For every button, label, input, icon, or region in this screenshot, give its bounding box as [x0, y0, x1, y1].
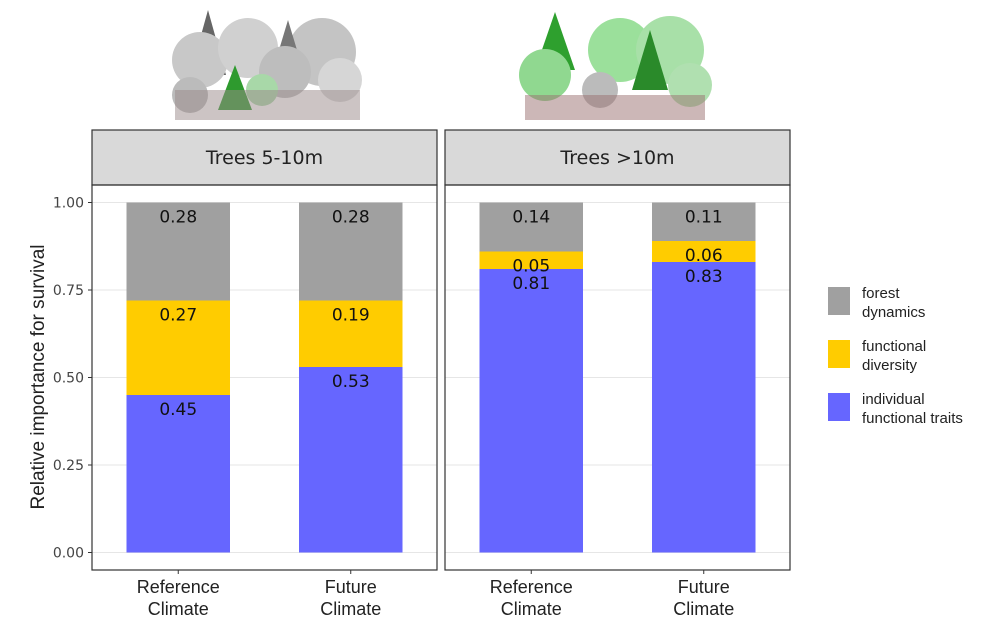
data-label: 0.28 [159, 208, 197, 228]
data-label: 0.27 [159, 306, 197, 326]
y-tick-label: 0.25 [53, 458, 84, 474]
data-label: 0.81 [512, 274, 550, 294]
panel-title: Trees >10m [559, 147, 674, 169]
bar-segment [126, 395, 230, 553]
data-label: 0.05 [512, 257, 550, 277]
bar-segment [299, 202, 403, 301]
data-label: 0.11 [685, 208, 723, 228]
y-tick-label: 0.50 [53, 371, 84, 387]
bar-segment [652, 262, 756, 553]
bar-segment [299, 367, 403, 553]
data-label: 0.28 [332, 208, 370, 228]
y-tick-label: 0.75 [53, 283, 84, 299]
data-label: 0.14 [512, 208, 550, 228]
x-tick-label: Reference Climate [489, 577, 573, 619]
bar-segment [479, 251, 583, 269]
data-label: 0.06 [685, 246, 723, 266]
legend-label: functional diversity [862, 338, 927, 374]
y-axis-title: Relative importance for survival [28, 244, 49, 509]
tree-illustration [172, 10, 712, 120]
y-tick-label: 0.00 [53, 546, 84, 562]
bar-segment [299, 300, 403, 367]
y-tick-label: 1.00 [53, 196, 84, 212]
legend-label: individual functional traits [862, 391, 963, 427]
bar-segment [479, 269, 583, 553]
data-label: 0.53 [332, 372, 370, 392]
bar-segment [126, 300, 230, 395]
bar-segment [479, 202, 583, 252]
panel-title: Trees 5-10m [205, 147, 323, 169]
x-tick-label: Future Climate [673, 577, 735, 619]
bar-segment [652, 241, 756, 262]
data-label: 0.45 [159, 400, 197, 420]
bar-segment [652, 202, 756, 241]
bar-segment [126, 202, 230, 301]
panel-border [91, 184, 438, 571]
legend-label: forest dynamics [862, 285, 926, 321]
legend-key [828, 287, 850, 315]
data-label: 0.83 [685, 267, 723, 287]
x-tick-label: Reference Climate [136, 577, 220, 619]
legend-key [828, 393, 850, 421]
strip [91, 129, 438, 186]
legend-key [828, 340, 850, 368]
data-label: 0.19 [332, 306, 370, 326]
x-tick-label: Future Climate [320, 577, 382, 619]
panel-border [444, 184, 791, 571]
